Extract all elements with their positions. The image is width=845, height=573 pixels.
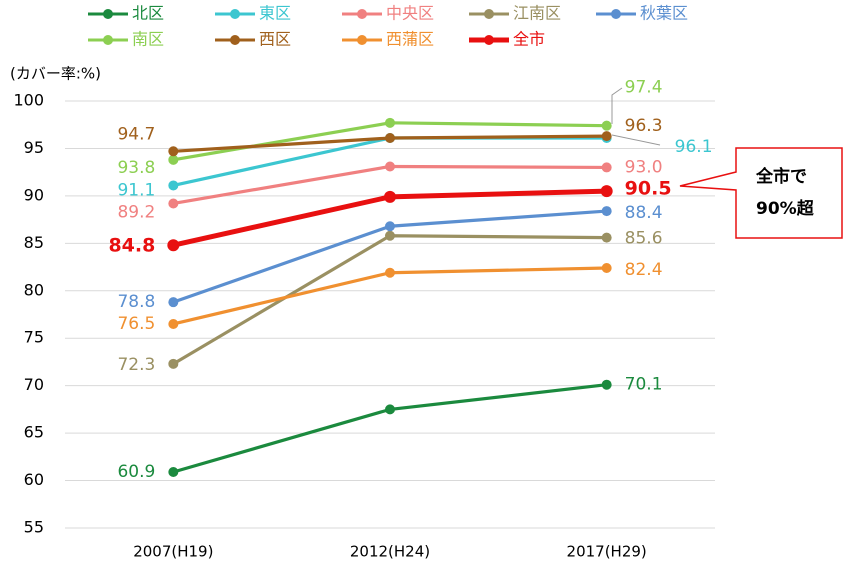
point [168,358,179,369]
data-label: 96.3 [625,116,663,136]
legend-dot [103,35,113,45]
y-tick-label: 60 [24,470,44,489]
point [385,117,395,128]
point [167,239,180,252]
point [168,154,179,165]
point [601,131,612,142]
data-label: 91.1 [117,180,155,200]
point [168,318,179,329]
legend-label: 中央区 [386,4,434,23]
series-line [172,234,607,366]
legend-label: 北区 [132,4,164,23]
data-label: 97.4 [625,78,663,98]
legend-label: 秋葉区 [640,4,688,23]
point [601,206,612,217]
legend-dot [230,35,240,45]
point [601,263,612,274]
point [600,185,613,198]
point [168,467,179,478]
point [385,221,395,232]
y-axis-label: (カバー率:%) [10,65,101,83]
legend-label: 全市 [513,30,545,49]
point [601,379,612,390]
data-label: 96.1 [675,137,713,157]
x-tick-label: 2007(H19) [133,543,213,561]
legend-label: 西区 [259,30,291,49]
point [601,162,612,173]
x-tick-label: 2017(H29) [567,543,647,561]
y-tick-label: 65 [24,423,44,442]
point [385,133,395,144]
y-tick-label: 100 [13,91,44,110]
annotation: 全市で [755,166,807,187]
point [168,198,179,209]
leader-line [611,87,623,124]
data-label: 72.3 [117,355,155,375]
legend-label: 東区 [259,4,291,23]
data-label: 82.4 [625,260,663,280]
legend-dot [230,9,240,19]
point [168,180,179,191]
y-tick-label: 75 [24,328,44,347]
point [384,190,396,203]
legend-dot [103,9,113,19]
point [385,267,395,278]
y-tick-label: 95 [24,138,44,157]
y-tick-label: 70 [24,375,44,394]
data-label: 94.7 [117,124,155,144]
legend-dot [484,35,494,45]
legend-label: 江南区 [513,4,561,23]
y-tick-label: 55 [24,518,44,537]
x-tick-label: 2012(H24) [350,543,430,561]
legend-label: 西蒲区 [386,30,434,49]
data-label: 90.5 [625,178,672,200]
legend-label: 南区 [132,30,164,49]
data-label: 89.2 [117,202,155,222]
point [168,146,179,157]
legend-dot [611,9,621,19]
y-tick-label: 85 [24,233,44,252]
point [385,161,395,172]
point [601,120,612,131]
data-label: 70.1 [625,375,663,395]
point [168,297,179,308]
data-label: 93.8 [117,158,155,178]
callout: 全市で 90%超 [679,147,843,239]
data-label: 88.4 [625,203,663,223]
data-label: 84.8 [108,235,155,257]
legend-dot [357,9,367,19]
series-line [172,383,607,474]
legend-dot [357,35,367,45]
annotation: 90%超 [756,198,815,219]
point [601,232,612,243]
data-label: 78.8 [117,292,155,312]
data-label: 85.6 [625,229,663,249]
callout-box [679,147,843,239]
data-label: 60.9 [117,462,155,482]
data-label: 76.5 [117,314,155,334]
point [385,230,395,241]
y-tick-label: 90 [24,185,44,204]
legend-dot [484,9,494,19]
leader-line [611,134,661,146]
y-tick-label: 80 [24,280,44,299]
data-label: 93.0 [625,157,663,177]
point [385,404,395,415]
